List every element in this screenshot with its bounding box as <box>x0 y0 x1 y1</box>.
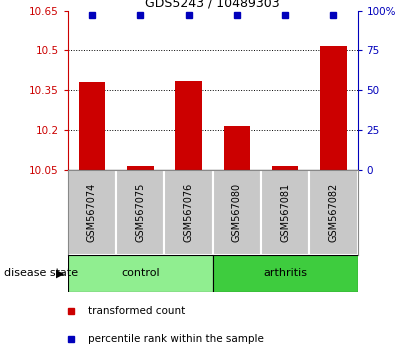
Text: ▶: ▶ <box>55 268 64 279</box>
Text: percentile rank within the sample: percentile rank within the sample <box>88 333 264 343</box>
Text: transformed count: transformed count <box>88 306 185 316</box>
Text: arthritis: arthritis <box>263 268 307 279</box>
Bar <box>164 170 213 255</box>
Bar <box>127 166 154 170</box>
Bar <box>68 255 213 292</box>
Text: GSM567080: GSM567080 <box>232 183 242 242</box>
Text: GSM567074: GSM567074 <box>87 183 97 242</box>
Text: control: control <box>121 268 159 279</box>
Bar <box>175 81 202 170</box>
Title: GDS5243 / 10489303: GDS5243 / 10489303 <box>145 0 280 10</box>
Bar <box>213 170 261 255</box>
Bar <box>320 46 347 170</box>
Bar <box>272 166 298 170</box>
Bar <box>213 255 358 292</box>
Text: GSM567081: GSM567081 <box>280 183 290 242</box>
Bar <box>261 170 309 255</box>
Text: GSM567076: GSM567076 <box>184 183 194 242</box>
Text: disease state: disease state <box>4 268 78 279</box>
Bar <box>68 170 116 255</box>
Bar <box>309 170 358 255</box>
Bar <box>116 170 164 255</box>
Text: GSM567082: GSM567082 <box>328 183 338 242</box>
Bar <box>224 126 250 170</box>
Bar <box>79 82 105 170</box>
Text: GSM567075: GSM567075 <box>135 183 145 242</box>
